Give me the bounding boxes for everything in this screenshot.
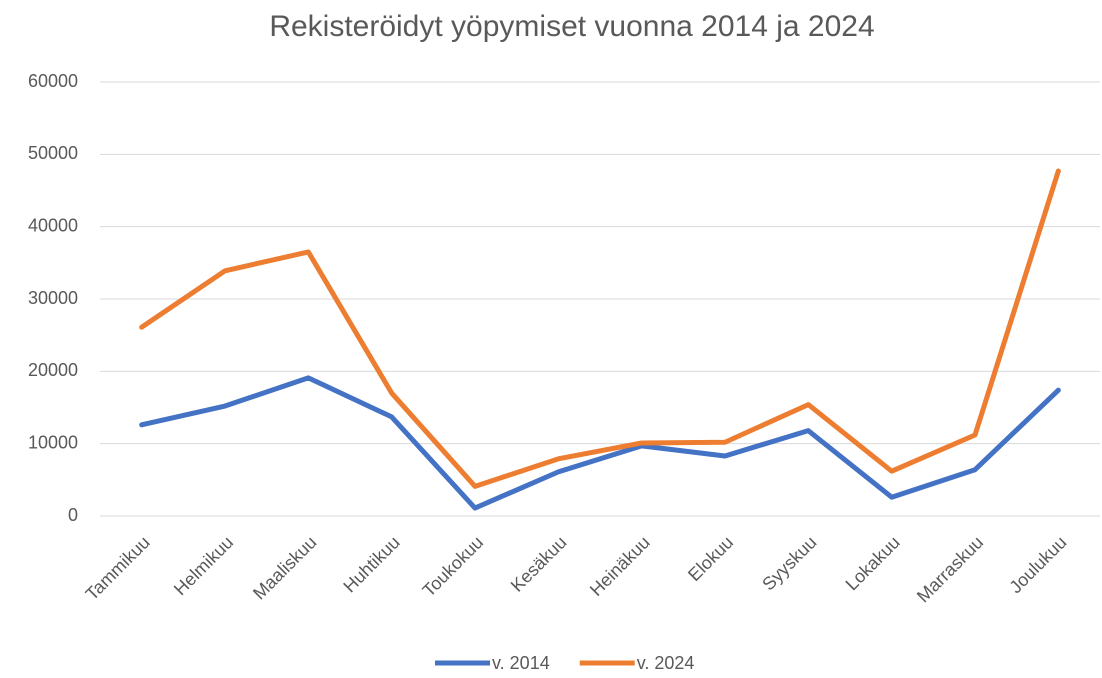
x-tick-label: Helmikuu: [170, 532, 237, 599]
x-tick-label: Elokuu: [684, 532, 737, 585]
chart-title: Rekisteröidyt yöpymiset vuonna 2014 ja 2…: [269, 10, 874, 43]
line-series: [139, 375, 1061, 511]
x-tick-label: Syyskuu: [758, 532, 820, 594]
x-tick-label: Lokakuu: [842, 532, 904, 594]
y-tick-label: 50000: [28, 143, 78, 163]
y-tick-label: 40000: [28, 215, 78, 235]
y-tick-label: 20000: [28, 360, 78, 380]
y-tick-label: 30000: [28, 288, 78, 308]
y-tick-label: 0: [68, 505, 78, 525]
x-tick-label: Heinäkuu: [586, 532, 654, 600]
x-tick-label: Kesäkuu: [507, 532, 571, 596]
x-tick-label: Maaliskuu: [249, 532, 320, 603]
x-tick-label: Huhtikuu: [339, 532, 403, 596]
y-tick-label: 60000: [28, 71, 78, 91]
legend-label: v. 2014: [492, 653, 550, 673]
line-series: [139, 168, 1061, 489]
y-tick-label: 10000: [28, 432, 78, 452]
x-tick-label: Joulukuu: [1005, 532, 1070, 597]
x-tick-label: Toukokuu: [419, 532, 488, 601]
x-tick-label: Tammikuu: [82, 532, 154, 604]
legend-label: v. 2024: [637, 653, 695, 673]
x-tick-label: Marraskuu: [913, 532, 987, 606]
